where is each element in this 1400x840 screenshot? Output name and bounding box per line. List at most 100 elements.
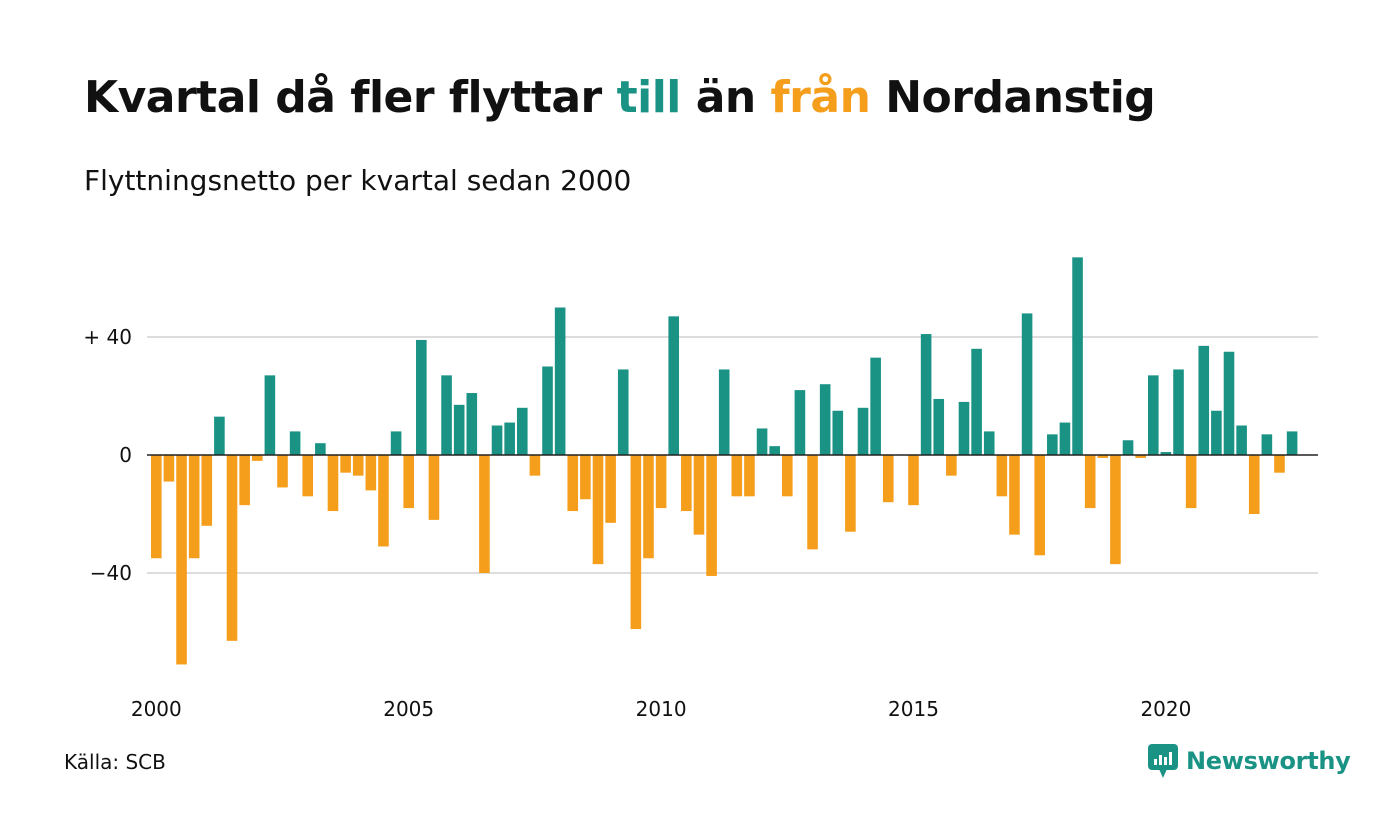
bar [933,398,945,455]
bar [1122,440,1134,455]
bar [744,455,755,497]
bar [378,455,389,547]
bar [504,422,515,455]
bar [1072,257,1083,455]
bar [870,357,881,455]
title-part-3: Nordanstig [885,72,1156,123]
bar [882,455,894,503]
bar [1173,369,1184,455]
bar [1223,351,1235,455]
title-highlight-till: till [616,72,682,123]
bar [163,455,175,482]
bar [769,446,780,455]
bar [201,455,213,526]
bar [441,375,452,455]
bar [832,410,844,455]
x-axis-ticks: 2000 2005 2010 2015 2020 [131,697,1192,720]
bar [971,348,982,455]
newsworthy-logo-icon [1148,744,1178,778]
y-tick-label: + 40 [83,325,132,349]
title-part-1: Kvartal då fler flyttar [84,72,602,123]
bar [958,401,970,455]
bar [327,455,339,512]
bar [340,455,351,473]
newsworthy-logo: Newsworthy [1148,744,1351,778]
bar [731,455,743,497]
bar [1147,375,1159,455]
y-tick-label: −40 [90,561,132,585]
bar [946,455,957,476]
bar [1047,434,1058,455]
bar [794,390,806,455]
source-note: Källa: SCB [64,750,166,774]
bar [516,407,528,455]
bar [315,443,326,455]
bar [580,455,591,500]
bar [542,366,553,455]
bar [277,455,288,488]
bar [479,455,490,573]
bar [756,428,768,455]
bar [605,455,616,523]
bar [176,455,187,665]
bar [908,455,919,506]
bar [996,455,1008,497]
bar [491,425,503,455]
bar [1034,455,1045,556]
bar [807,455,818,550]
bar [151,455,162,559]
x-tick-label: 2020 [1140,697,1191,720]
bar [466,393,478,455]
bar [857,407,869,455]
bar [416,339,427,455]
x-tick-label: 2015 [888,697,939,720]
bar [1135,455,1146,458]
bar [1110,455,1121,565]
bar [592,455,604,565]
chart-title: Kvartal då fler flyttar till än från Nor… [84,72,1156,123]
bar [630,455,642,630]
bar-chart: + 40 0 −40 2000 2005 2010 2015 2020 [83,257,1318,720]
bar [352,455,364,476]
bar [655,455,667,509]
bar [453,404,465,455]
bar [706,455,717,576]
bar [554,307,566,455]
bar [1248,455,1260,514]
bar [1084,455,1096,509]
bar [693,455,705,535]
bar [302,455,314,497]
bar [1198,345,1210,455]
bar [845,455,856,532]
bar [718,369,730,455]
bar [668,316,680,455]
bar [529,455,541,476]
x-tick-label: 2005 [383,697,434,720]
bar [1236,425,1247,455]
bar [1274,455,1285,473]
bar [226,455,238,641]
grid-lines [147,336,1318,574]
bar [188,455,200,559]
bar [251,455,263,461]
bar [365,455,377,491]
y-axis-ticks: + 40 0 −40 [83,325,132,585]
bar [1160,452,1172,455]
title-part-2: än [695,72,757,123]
bar [567,455,579,512]
bar [390,431,402,455]
newsworthy-logo-text: Newsworthy [1186,747,1351,775]
bar [289,431,301,455]
y-tick-label: 0 [119,443,132,467]
bar [819,384,831,455]
bars [151,257,1298,665]
chart-subtitle: Flyttningsnetto per kvartal sedan 2000 [84,164,632,197]
bar [1286,431,1298,455]
x-tick-label: 2010 [636,697,687,720]
bar [617,369,629,455]
bar [1185,455,1197,509]
bar [239,455,250,506]
bar [1059,422,1071,455]
bar [782,455,793,497]
bar [643,455,654,559]
